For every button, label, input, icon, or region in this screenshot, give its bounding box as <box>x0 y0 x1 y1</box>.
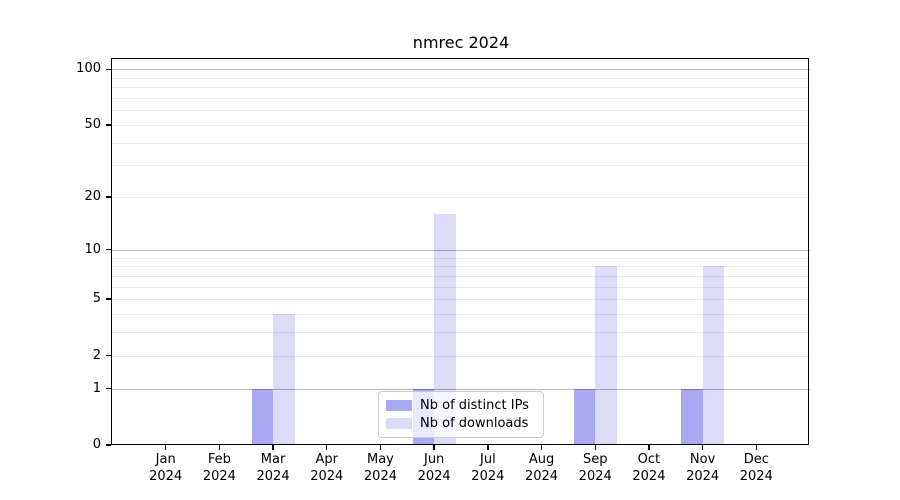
y-tick-label-5: 5 <box>92 291 101 307</box>
x-tick-label-mar: Mar 2024 <box>256 452 290 484</box>
legend: Nb of distinct IPs Nb of downloads <box>378 391 544 438</box>
x-tick-label-aug: Aug 2024 <box>524 452 559 484</box>
x-tick-jun <box>433 445 435 450</box>
x-tick-dec <box>755 445 757 450</box>
gridline-minor-40 <box>112 142 810 144</box>
gridline-minor-3 <box>112 332 810 334</box>
x-tick-may <box>379 445 382 450</box>
y-tick-label-20: 20 <box>84 189 101 205</box>
x-tick-label-oct: Oct 2024 <box>632 452 666 484</box>
gridline-minor-80 <box>112 87 810 89</box>
gridline-minor-9 <box>112 257 810 259</box>
x-tick-label-apr: Apr 2024 <box>310 452 344 484</box>
x-tick-label-jan: Jan 2024 <box>149 452 183 484</box>
x-tick-nov <box>701 445 704 450</box>
x-tick-oct <box>648 445 650 450</box>
bar-nov-distinct-ips <box>681 388 703 445</box>
gridline-major-1 <box>112 388 810 390</box>
gridline-minor-60 <box>112 110 810 112</box>
gridline-minor-7 <box>112 275 810 277</box>
y-tick-label-0: 0 <box>92 437 101 452</box>
x-tick-label-feb: Feb 2024 <box>202 452 236 484</box>
y-tick-2 <box>106 354 111 357</box>
x-tick-feb <box>218 445 221 450</box>
x-tick-aug <box>540 445 543 450</box>
gridline-minor-8 <box>112 266 810 268</box>
y-tick-label-50: 50 <box>84 116 101 132</box>
gridline-minor-20 <box>112 197 810 199</box>
y-tick-label-1: 1 <box>92 380 101 396</box>
x-tick-apr <box>326 445 328 450</box>
x-tick-label-nov: Nov 2024 <box>686 452 720 484</box>
bar-sep-downloads <box>595 266 617 445</box>
bar-jun-downloads <box>434 214 456 445</box>
x-tick-jan <box>164 445 167 450</box>
gridline-major-10 <box>112 249 810 251</box>
legend-swatch-distinct-ips <box>386 400 412 411</box>
y-tick-1 <box>106 387 111 390</box>
chart-title: nmrec 2024 <box>412 33 510 52</box>
y-tick-10 <box>106 249 111 251</box>
x-tick-sep <box>594 445 596 450</box>
gridline-minor-30 <box>112 165 810 167</box>
bar-nov-downloads <box>702 266 725 445</box>
bar-mar-downloads <box>273 313 295 445</box>
legend-row-downloads: Nb of downloads <box>386 416 536 431</box>
x-tick-label-jun: Jun 2024 <box>417 452 451 484</box>
y-tick-100 <box>106 68 111 70</box>
y-tick-20 <box>106 196 111 198</box>
x-tick-label-sep: Sep 2024 <box>578 452 612 484</box>
gridline-minor-2 <box>112 355 810 357</box>
gridline-minor-6 <box>112 286 810 288</box>
gridline-minor-70 <box>112 97 810 99</box>
y-tick-5 <box>106 298 111 300</box>
x-tick-label-may: May 2024 <box>363 452 397 484</box>
x-tick-mar <box>272 445 274 450</box>
x-tick-label-jul: Jul 2024 <box>471 452 505 484</box>
legend-label-downloads: Nb of downloads <box>420 416 529 431</box>
bar-sep-distinct-ips <box>573 388 596 445</box>
gridline-minor-50 <box>112 124 810 126</box>
gridline-minor-4 <box>112 313 810 315</box>
legend-swatch-downloads <box>386 418 412 429</box>
gridline-minor-90 <box>112 77 810 79</box>
x-tick-label-dec: Dec 2024 <box>739 452 773 484</box>
gridline-minor-5 <box>112 299 810 301</box>
y-tick-label-2: 2 <box>92 347 101 363</box>
legend-row-distinct-ips: Nb of distinct IPs <box>386 398 536 413</box>
x-tick-jul <box>487 445 489 450</box>
gridline-major-100 <box>112 69 810 71</box>
y-tick-50 <box>106 124 111 126</box>
y-tick-0 <box>106 444 111 446</box>
legend-label-distinct-ips: Nb of distinct IPs <box>420 398 529 413</box>
y-tick-label-100: 100 <box>76 61 101 77</box>
y-tick-label-10: 10 <box>84 241 101 257</box>
bar-mar-distinct-ips <box>251 388 274 445</box>
